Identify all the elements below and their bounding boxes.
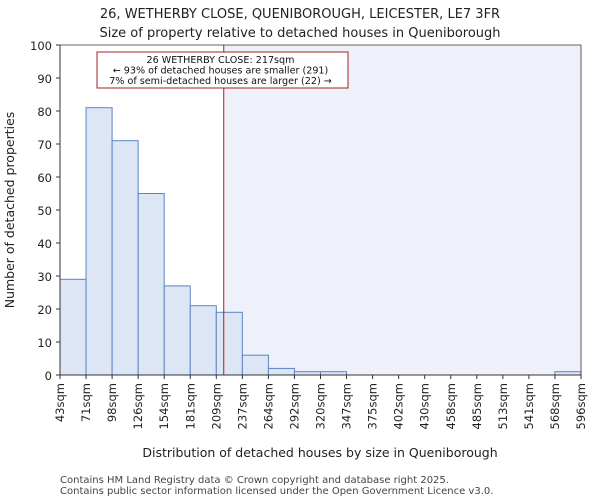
y-tick-label-80: 80: [37, 105, 52, 119]
x-axis-label: Distribution of detached houses by size …: [142, 445, 497, 460]
y-tick-label-100: 100: [30, 39, 52, 53]
bar-71sqm: [85, 107, 113, 376]
footer-line-2: Contains public sector information licen…: [60, 486, 493, 497]
y-tick-label-50: 50: [37, 204, 52, 218]
bar-264sqm: [267, 367, 295, 376]
x-tick-label-71sqm: 71sqm: [79, 383, 93, 422]
x-tick-label-98sqm: 98sqm: [105, 383, 119, 422]
annotation-line-3: 7% of semi-detached houses are larger (2…: [109, 76, 332, 87]
x-tick-label-237sqm: 237sqm: [235, 383, 249, 429]
x-tick-label-154sqm: 154sqm: [157, 383, 171, 429]
y-tick-label-40: 40: [37, 237, 52, 251]
footer-line-1: Contains HM Land Registry data © Crown c…: [60, 475, 449, 486]
x-tick-label-375sqm: 375sqm: [366, 383, 380, 429]
bar-154sqm: [163, 285, 191, 376]
x-tick-label-402sqm: 402sqm: [392, 383, 406, 429]
annotation-line-2: ← 93% of detached houses are smaller (29…: [113, 66, 329, 77]
x-tick-label-126sqm: 126sqm: [131, 383, 145, 429]
x-tick-label-347sqm: 347sqm: [340, 383, 354, 429]
annotation-box: [96, 51, 349, 89]
y-tick-label-20: 20: [37, 303, 52, 317]
x-tick-label-513sqm: 513sqm: [496, 383, 510, 429]
bar-237sqm: [241, 354, 269, 376]
plot-area: 0 10 20 30 40 50 60 70 80 90 100 43sqm 71sqm 98sqm 126…: [30, 39, 588, 429]
x-tick-label-430sqm: 430sqm: [418, 383, 432, 429]
x-tick-label-264sqm: 264sqm: [261, 383, 275, 429]
annotation-line-1: 26 WETHERBY CLOSE: 217sqm: [146, 55, 294, 66]
x-tick-label-458sqm: 458sqm: [444, 383, 458, 429]
y-tick-label-0: 0: [45, 369, 52, 383]
y-tick-label-70: 70: [37, 138, 52, 152]
bar-43sqm: [59, 278, 87, 376]
x-tick-label-181sqm: 181sqm: [183, 383, 197, 429]
x-tick-label-209sqm: 209sqm: [209, 383, 223, 429]
bar-181sqm: [189, 305, 217, 376]
y-tick-label-90: 90: [37, 72, 52, 86]
x-tick-label-596sqm: 596sqm: [574, 383, 588, 429]
x-tick-label-292sqm: 292sqm: [287, 383, 301, 429]
x-tick-label-43sqm: 43sqm: [53, 383, 67, 422]
x-tick-label-485sqm: 485sqm: [470, 383, 484, 429]
y-axis-label: Number of detached properties: [2, 112, 17, 309]
chart-title: 26, WETHERBY CLOSE, QUENIBOROUGH, LEICES…: [100, 7, 500, 22]
bar-98sqm: [111, 140, 139, 376]
bar-209sqm: [215, 311, 243, 376]
bar-126sqm: [137, 193, 165, 376]
y-tick-label-60: 60: [37, 171, 52, 185]
x-tick-label-320sqm: 320sqm: [314, 383, 328, 429]
shaded-region: [223, 45, 581, 375]
y-tick-label-10: 10: [37, 336, 52, 350]
x-tick-label-568sqm: 568sqm: [548, 383, 562, 429]
x-tick-label-541sqm: 541sqm: [522, 383, 536, 429]
chart-subtitle: Size of property relative to detached ho…: [99, 26, 500, 41]
y-tick-label-30: 30: [37, 270, 52, 284]
